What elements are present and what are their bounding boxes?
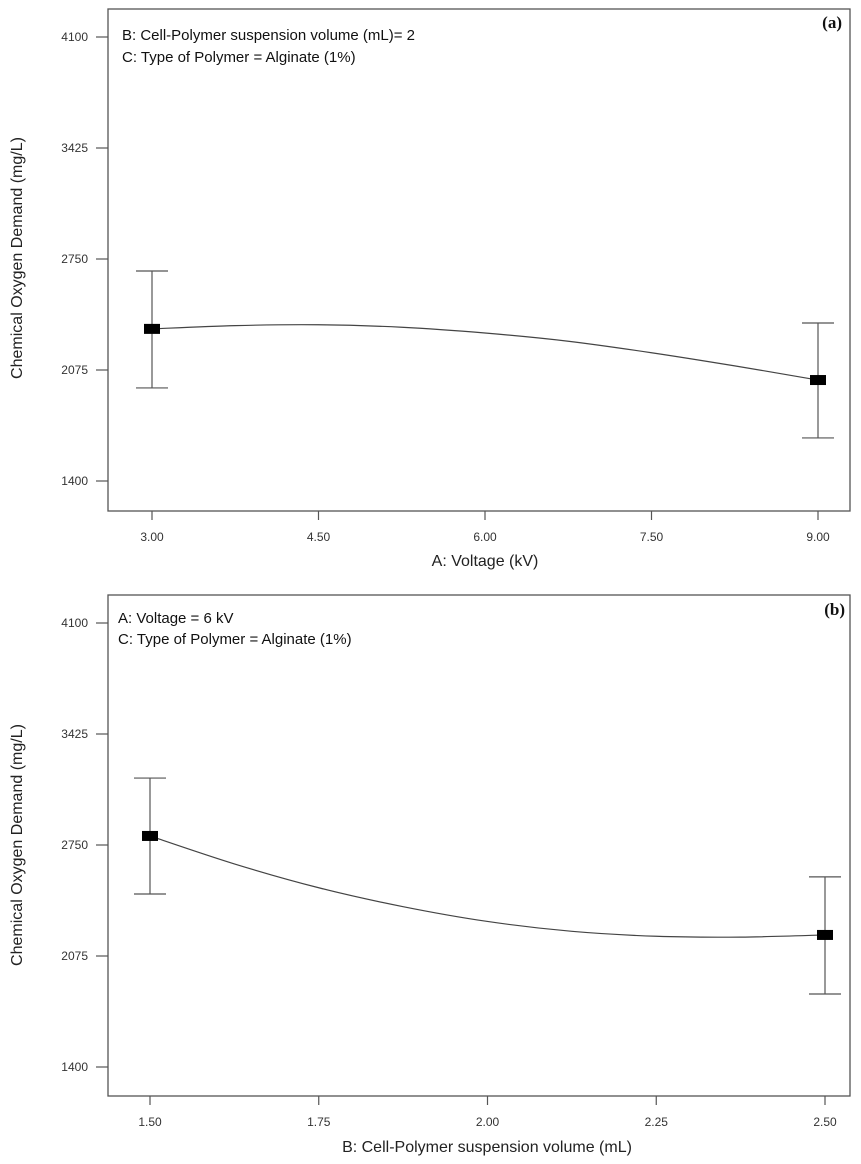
y-ticks: 1400 2075 2750 3425 4100 <box>61 30 108 488</box>
y-tick-label: 1400 <box>61 474 88 488</box>
x-tick-label: 4.50 <box>307 530 331 544</box>
data-point <box>142 830 158 841</box>
condition-note-1: A: Voltage = 6 kV <box>118 610 234 627</box>
y-tick-label: 2075 <box>61 363 88 377</box>
condition-note-2: C: Type of Polymer = Alginate (1%) <box>122 49 356 66</box>
condition-note-1: B: Cell-Polymer suspension volume (mL)= … <box>122 27 415 44</box>
data-marks <box>134 777 841 995</box>
prediction-curve <box>149 835 826 938</box>
x-tick-label: 1.50 <box>138 1115 162 1129</box>
x-axis-title: A: Voltage (kV) <box>432 553 539 570</box>
data-point <box>810 375 826 386</box>
x-tick-label: 1.75 <box>307 1115 331 1129</box>
data-point <box>817 929 833 940</box>
y-tick-label: 1400 <box>61 1060 88 1074</box>
x-tick-label: 2.25 <box>645 1115 669 1129</box>
plot-frame <box>107 8 851 512</box>
x-ticks: 3.00 4.50 6.00 7.50 9.00 <box>140 511 830 544</box>
x-tick-label: 3.00 <box>140 530 164 544</box>
y-tick-label: 2750 <box>61 252 88 266</box>
y-axis-title: Chemical Oxygen Demand (mg/L) <box>9 137 26 379</box>
plot-frame <box>107 594 851 1097</box>
panel-label: (b) <box>824 600 845 619</box>
x-tick-label: 2.00 <box>476 1115 500 1129</box>
y-tick-label: 4100 <box>61 30 88 44</box>
x-tick-label: 9.00 <box>806 530 830 544</box>
data-marks <box>136 270 834 439</box>
x-ticks: 1.50 1.75 2.00 2.25 2.50 <box>138 1096 837 1129</box>
x-axis-title: B: Cell-Polymer suspension volume (mL) <box>342 1139 632 1156</box>
panel-label: (a) <box>822 13 842 32</box>
y-axis-title: Chemical Oxygen Demand (mg/L) <box>9 724 26 966</box>
panel-b: A: Voltage = 6 kV C: Type of Polymer = A… <box>9 594 851 1156</box>
y-tick-label: 3425 <box>61 141 88 155</box>
condition-note-2: C: Type of Polymer = Alginate (1%) <box>118 631 352 648</box>
x-tick-label: 6.00 <box>473 530 497 544</box>
y-tick-label: 2750 <box>61 838 88 852</box>
y-tick-label: 2075 <box>61 949 88 963</box>
y-ticks: 1400 2075 2750 3425 4100 <box>61 616 108 1074</box>
x-tick-label: 7.50 <box>640 530 664 544</box>
y-tick-label: 3425 <box>61 727 88 741</box>
panel-a: B: Cell-Polymer suspension volume (mL)= … <box>9 8 851 570</box>
data-point <box>144 323 160 334</box>
x-tick-label: 2.50 <box>813 1115 837 1129</box>
prediction-curve <box>151 324 819 381</box>
y-tick-label: 4100 <box>61 616 88 630</box>
